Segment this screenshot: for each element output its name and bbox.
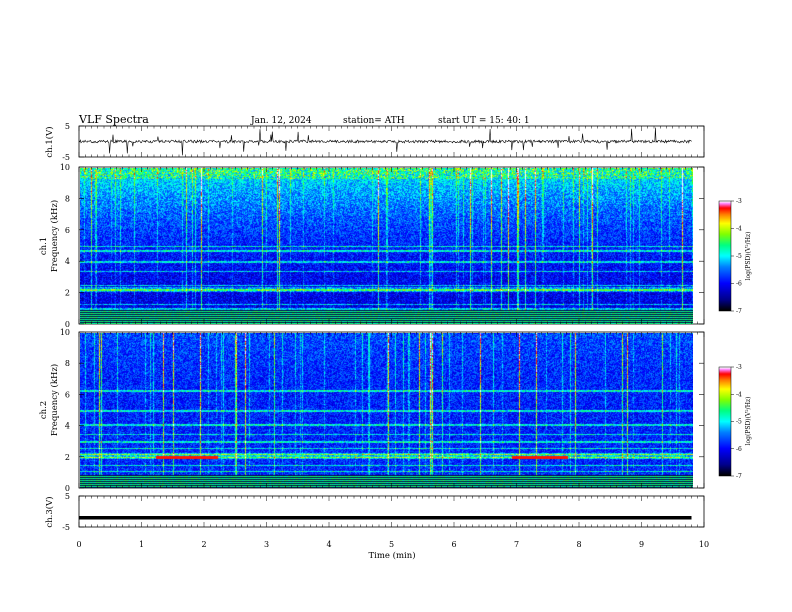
freq-tick-label: 6 xyxy=(65,390,70,399)
colorbar-tick-label: -4 xyxy=(736,226,742,233)
ch3-ytick-bottom: -5 xyxy=(62,523,70,532)
ch1-colorbar-gradient xyxy=(719,201,731,311)
ch2-freq-axis-label: Frequency (kHz) xyxy=(49,364,60,436)
ch2-channel-label: ch.2 xyxy=(39,401,49,419)
time-tick-label: 0 xyxy=(76,540,81,549)
freq-tick-label: 8 xyxy=(65,194,70,203)
ch1-freq-ticks: 0 2 4 6 8 10 xyxy=(60,163,704,329)
station-label: station= ATH xyxy=(343,116,405,126)
time-axis: 0 1 2 3 4 5 6 7 8 9 10 xyxy=(76,125,709,549)
time-tick-label: 10 xyxy=(699,540,709,549)
colorbar-tick-label: -5 xyxy=(736,253,742,260)
time-tick-label: 3 xyxy=(264,540,269,549)
ch3-ylabel: ch.3(V) xyxy=(44,496,55,527)
ch1-ytick-bottom: -5 xyxy=(62,153,70,162)
freq-tick-label: 10 xyxy=(60,328,70,337)
ch1-colorbar-ticks: -3 -4 -5 -6 -7 xyxy=(731,198,742,315)
colorbar-tick-label: -3 xyxy=(736,364,742,371)
ch2-colorbar-gradient xyxy=(719,367,731,476)
time-tick-label: 8 xyxy=(576,540,581,549)
freq-tick-label: 2 xyxy=(65,289,70,298)
time-tick-label: 5 xyxy=(389,540,394,549)
time-axis-label: Time (min) xyxy=(368,550,415,561)
time-tick-label: 7 xyxy=(514,540,519,549)
ch1-colorbar-label: log(PSD)(V²/Hz) xyxy=(745,232,752,281)
time-tick-label: 2 xyxy=(201,540,206,549)
ch1-spectrogram-heatmap xyxy=(80,168,693,324)
ch2-colorbar-ticks: -3 -4 -5 -6 -7 xyxy=(731,364,742,480)
ch2-freq-ticks: 0 2 4 6 8 10 xyxy=(60,328,704,493)
colorbar-tick-label: -6 xyxy=(736,281,742,288)
ch2-spectrogram-heatmap xyxy=(80,333,693,488)
freq-tick-label: 0 xyxy=(65,320,70,329)
ch1-channel-label: ch.1 xyxy=(39,237,49,255)
ch1-waveform-panel: 5 -5 ch.1(V) xyxy=(44,122,705,162)
ch1-ylabel: ch.1(V) xyxy=(44,126,55,157)
ch1-waveform-line xyxy=(78,127,692,156)
freq-tick-label: 2 xyxy=(65,453,70,462)
freq-tick-label: 10 xyxy=(60,163,70,172)
ch2-spectrogram-panel: 0 2 4 6 8 10 ch.2 Frequency (kHz) xyxy=(39,328,705,493)
ch1-colorbar: -3 -4 -5 -6 -7 log(PSD)(V²/Hz) xyxy=(718,198,752,315)
start-time-label: start UT = 15: 40: 1 xyxy=(438,116,530,126)
ch3-waveform-panel: 5 -5 ch.3(V) xyxy=(44,492,705,532)
figure-title: VLF Spectra xyxy=(78,113,149,126)
colorbar-tick-label: -6 xyxy=(736,446,742,453)
freq-tick-label: 4 xyxy=(65,257,70,266)
colorbar-tick-label: -4 xyxy=(736,391,742,398)
date-label: Jan. 12, 2024 xyxy=(250,116,312,126)
freq-tick-label: 6 xyxy=(65,226,70,235)
ch1-ytick-top: 5 xyxy=(65,122,70,131)
colorbar-tick-label: -3 xyxy=(736,198,742,205)
ch3-ytick-top: 5 xyxy=(65,492,70,501)
ch2-colorbar: -3 -4 -5 -6 -7 log(PSD)(V²/Hz) xyxy=(718,364,752,480)
freq-tick-label: 0 xyxy=(65,484,70,493)
colorbar-tick-label: -7 xyxy=(736,473,742,480)
time-tick-label: 9 xyxy=(639,540,644,549)
colorbar-tick-label: -5 xyxy=(736,419,742,426)
freq-tick-label: 4 xyxy=(65,422,70,431)
ch1-freq-axis-label: Frequency (kHz) xyxy=(49,200,60,272)
ch2-colorbar-label: log(PSD)(V²/Hz) xyxy=(745,397,752,446)
ch1-spectrogram-panel: 0 2 4 6 8 10 ch.1 Frequency (kHz) xyxy=(39,163,705,329)
colorbar-tick-label: -7 xyxy=(736,308,742,315)
freq-tick-label: 8 xyxy=(65,359,70,368)
time-tick-label: 6 xyxy=(451,540,456,549)
time-tick-label: 4 xyxy=(326,540,331,549)
time-tick-label: 1 xyxy=(139,540,144,549)
